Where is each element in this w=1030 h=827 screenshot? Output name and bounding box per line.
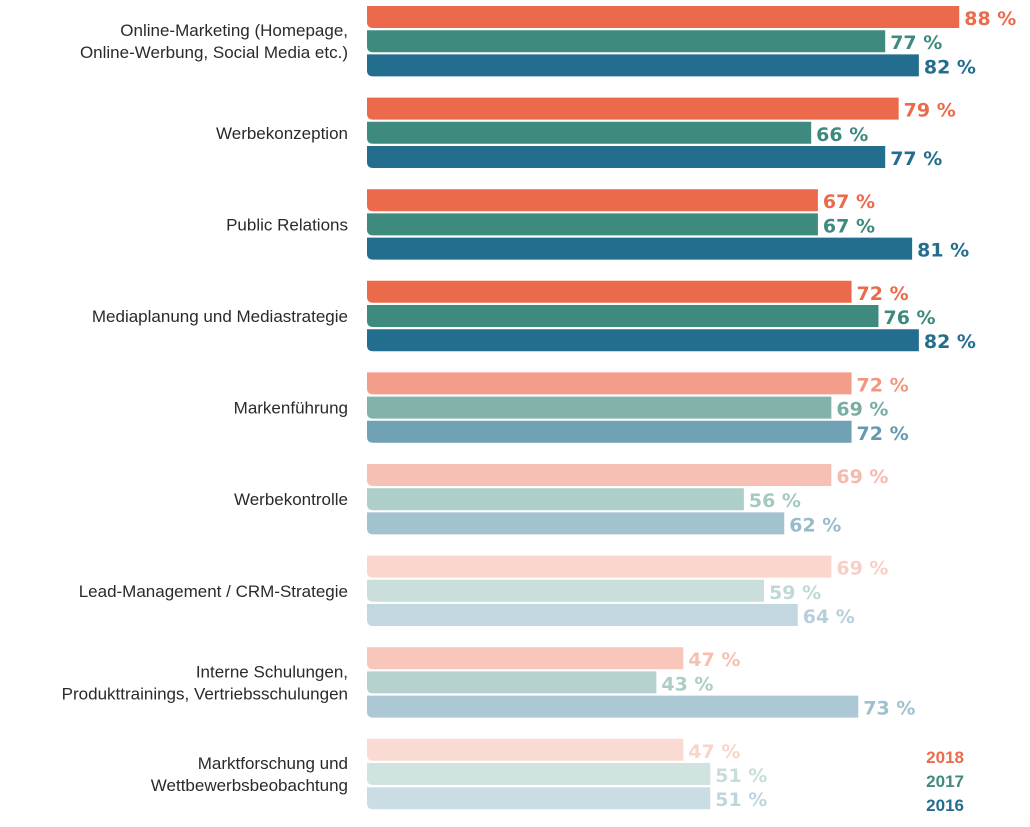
value-label-2016: 82 % xyxy=(924,331,976,353)
bar-2017 xyxy=(367,30,886,53)
bar-2016 xyxy=(367,329,919,352)
value-label-2017: 77 % xyxy=(890,32,942,54)
bar-2017 xyxy=(367,671,657,694)
value-label-2018: 67 % xyxy=(823,191,875,213)
bar-2018 xyxy=(367,189,818,212)
value-label-2017: 76 % xyxy=(883,307,935,329)
value-label-2016: 77 % xyxy=(890,148,942,170)
bar-2017 xyxy=(367,213,818,236)
value-label-2018: 47 % xyxy=(688,649,740,671)
bar-2016 xyxy=(367,237,913,260)
legend-2016: 2016 xyxy=(926,796,964,815)
value-label-2018: 47 % xyxy=(688,741,740,763)
category-group: Interne Schulungen, Produkttrainings, Ver… xyxy=(62,647,915,720)
value-label-2016: 82 % xyxy=(924,56,976,78)
category-label: Lead-Management / CRM-Strategie xyxy=(79,582,348,601)
bar-2016 xyxy=(367,420,852,443)
category-label: Online-Werbung, Social Media etc.) xyxy=(80,43,348,62)
value-label-2017: 56 % xyxy=(749,490,801,512)
category-label: Public Relations xyxy=(226,215,348,234)
category-group: Werbekonzeption 79 % 66 % 77 % xyxy=(216,97,956,170)
value-label-2016: 73 % xyxy=(863,698,915,720)
category-group: Online-Marketing (Homepage, Online-Werbun… xyxy=(80,6,1016,78)
value-label-2017: 43 % xyxy=(661,673,713,695)
value-label-2016: 62 % xyxy=(789,514,841,536)
bar-2018 xyxy=(367,738,684,761)
value-label-2016: 51 % xyxy=(715,789,767,811)
category-label: Marktforschung und xyxy=(198,754,348,773)
bar-2017 xyxy=(367,121,812,144)
bar-2018 xyxy=(367,647,684,670)
value-label-2018: 69 % xyxy=(836,466,888,488)
bar-2016 xyxy=(367,512,785,535)
category-label: Wettbewerbsbeobachtung xyxy=(151,776,348,795)
legend-2017: 2017 xyxy=(926,772,964,791)
bar-2017 xyxy=(367,579,765,602)
category-label: Interne Schulungen, xyxy=(196,662,348,681)
bar-2017 xyxy=(367,305,879,327)
category-label: Mediaplanung und Mediastrategie xyxy=(92,307,348,326)
category-group: Mediaplanung und Mediastrategie 72 %76 %8… xyxy=(92,280,976,353)
value-label-2017: 67 % xyxy=(823,215,875,237)
bar-2017 xyxy=(367,763,711,785)
value-label-2017: 69 % xyxy=(836,399,888,421)
category-label: Werbekonzeption xyxy=(216,124,348,143)
value-label-2018: 88 % xyxy=(964,8,1016,30)
value-label-2017: 51 % xyxy=(715,765,767,787)
bar-2016 xyxy=(367,695,859,718)
bar-2018 xyxy=(367,372,852,395)
bar-2016 xyxy=(367,54,919,77)
category-group: Lead-Management / CRM-Strategie 69 % 59 %6… xyxy=(79,555,888,628)
value-label-2018: 72 % xyxy=(857,283,909,305)
category-group: Marktforschung und Wettbewerbsbeobachtung… xyxy=(151,738,767,811)
category-label: Produkttrainings, Vertriebsschulungen xyxy=(62,684,348,703)
value-label-2017: 59 % xyxy=(769,582,821,604)
value-label-2018: 72 % xyxy=(857,374,909,396)
bar-2016 xyxy=(367,604,798,626)
value-label-2016: 81 % xyxy=(917,240,969,262)
legend-2018: 2018 xyxy=(926,748,964,767)
category-group: Werbekontrolle 69 % 56 %62 % xyxy=(234,464,888,536)
bar-2018 xyxy=(367,6,960,28)
category-label: Werbekontrolle xyxy=(234,490,348,509)
bar-2017 xyxy=(367,488,744,511)
value-label-2016: 72 % xyxy=(857,423,909,445)
value-label-2016: 64 % xyxy=(803,606,855,628)
category-label: Online-Marketing (Homepage, xyxy=(120,21,348,40)
category-group: Public Relations 67 %67 % 81 % xyxy=(226,189,969,262)
value-label-2017: 66 % xyxy=(816,124,868,146)
bar-2016 xyxy=(367,146,886,168)
value-label-2018: 79 % xyxy=(904,100,956,122)
bar-2018 xyxy=(367,280,852,303)
value-label-2018: 69 % xyxy=(836,558,888,580)
bar-2016 xyxy=(367,787,711,810)
bar-2017 xyxy=(367,396,832,419)
bar-2018 xyxy=(367,97,899,120)
bar-2018 xyxy=(367,555,832,578)
category-label: Markenführung xyxy=(234,399,348,418)
bar-2018 xyxy=(367,464,832,486)
